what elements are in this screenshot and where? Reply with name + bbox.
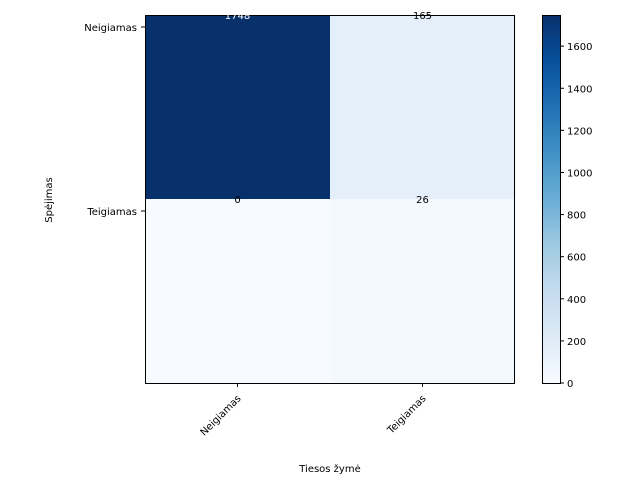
heatmap-cell (145, 15, 331, 200)
cell-value-label: 1748 (225, 11, 250, 22)
heatmap-cells (145, 15, 516, 384)
colorbar-tick-label: 200 (567, 337, 586, 348)
cell-value-labels: 1748 165 0 26 (225, 11, 432, 206)
colorbar-tick-label: 1600 (567, 42, 592, 53)
x-axis-ticks: Neigiamas Teigiamas (199, 383, 429, 438)
heatmap-cell (330, 15, 516, 200)
colorbar-tick-label: 0 (567, 379, 573, 390)
plot-frame (145, 15, 515, 384)
x-axis-label: Tiesos žymė (298, 463, 361, 475)
colorbar-tick-label: 1200 (567, 126, 592, 137)
colorbar-ticks: 0 200 400 600 800 1000 1200 1400 1600 (560, 42, 592, 390)
cell-value-label: 165 (413, 11, 432, 22)
colorbar-tick-label: 800 (567, 211, 586, 222)
colorbar-tick-label: 1000 (567, 168, 592, 179)
y-tick-label: Teigiamas (86, 207, 137, 218)
cell-value-label: 26 (416, 195, 429, 206)
x-tick-label: Teigiamas (385, 393, 429, 437)
heatmap-cell (145, 199, 331, 384)
colorbar-tick-label: 400 (567, 295, 586, 306)
colorbar (542, 15, 560, 384)
y-axis-label: Spėjimas (44, 177, 55, 222)
colorbar-tick-label: 1400 (567, 84, 592, 95)
x-tick-label: Neigiamas (199, 393, 244, 438)
y-tick-label: Neigiamas (84, 23, 137, 34)
colorbar-tick-label: 600 (567, 253, 586, 264)
heatmap-cell (330, 199, 516, 384)
colorbar-frame (542, 15, 561, 384)
y-axis-ticks: Neigiamas Teigiamas (84, 23, 145, 218)
cell-value-label: 0 (234, 195, 240, 206)
